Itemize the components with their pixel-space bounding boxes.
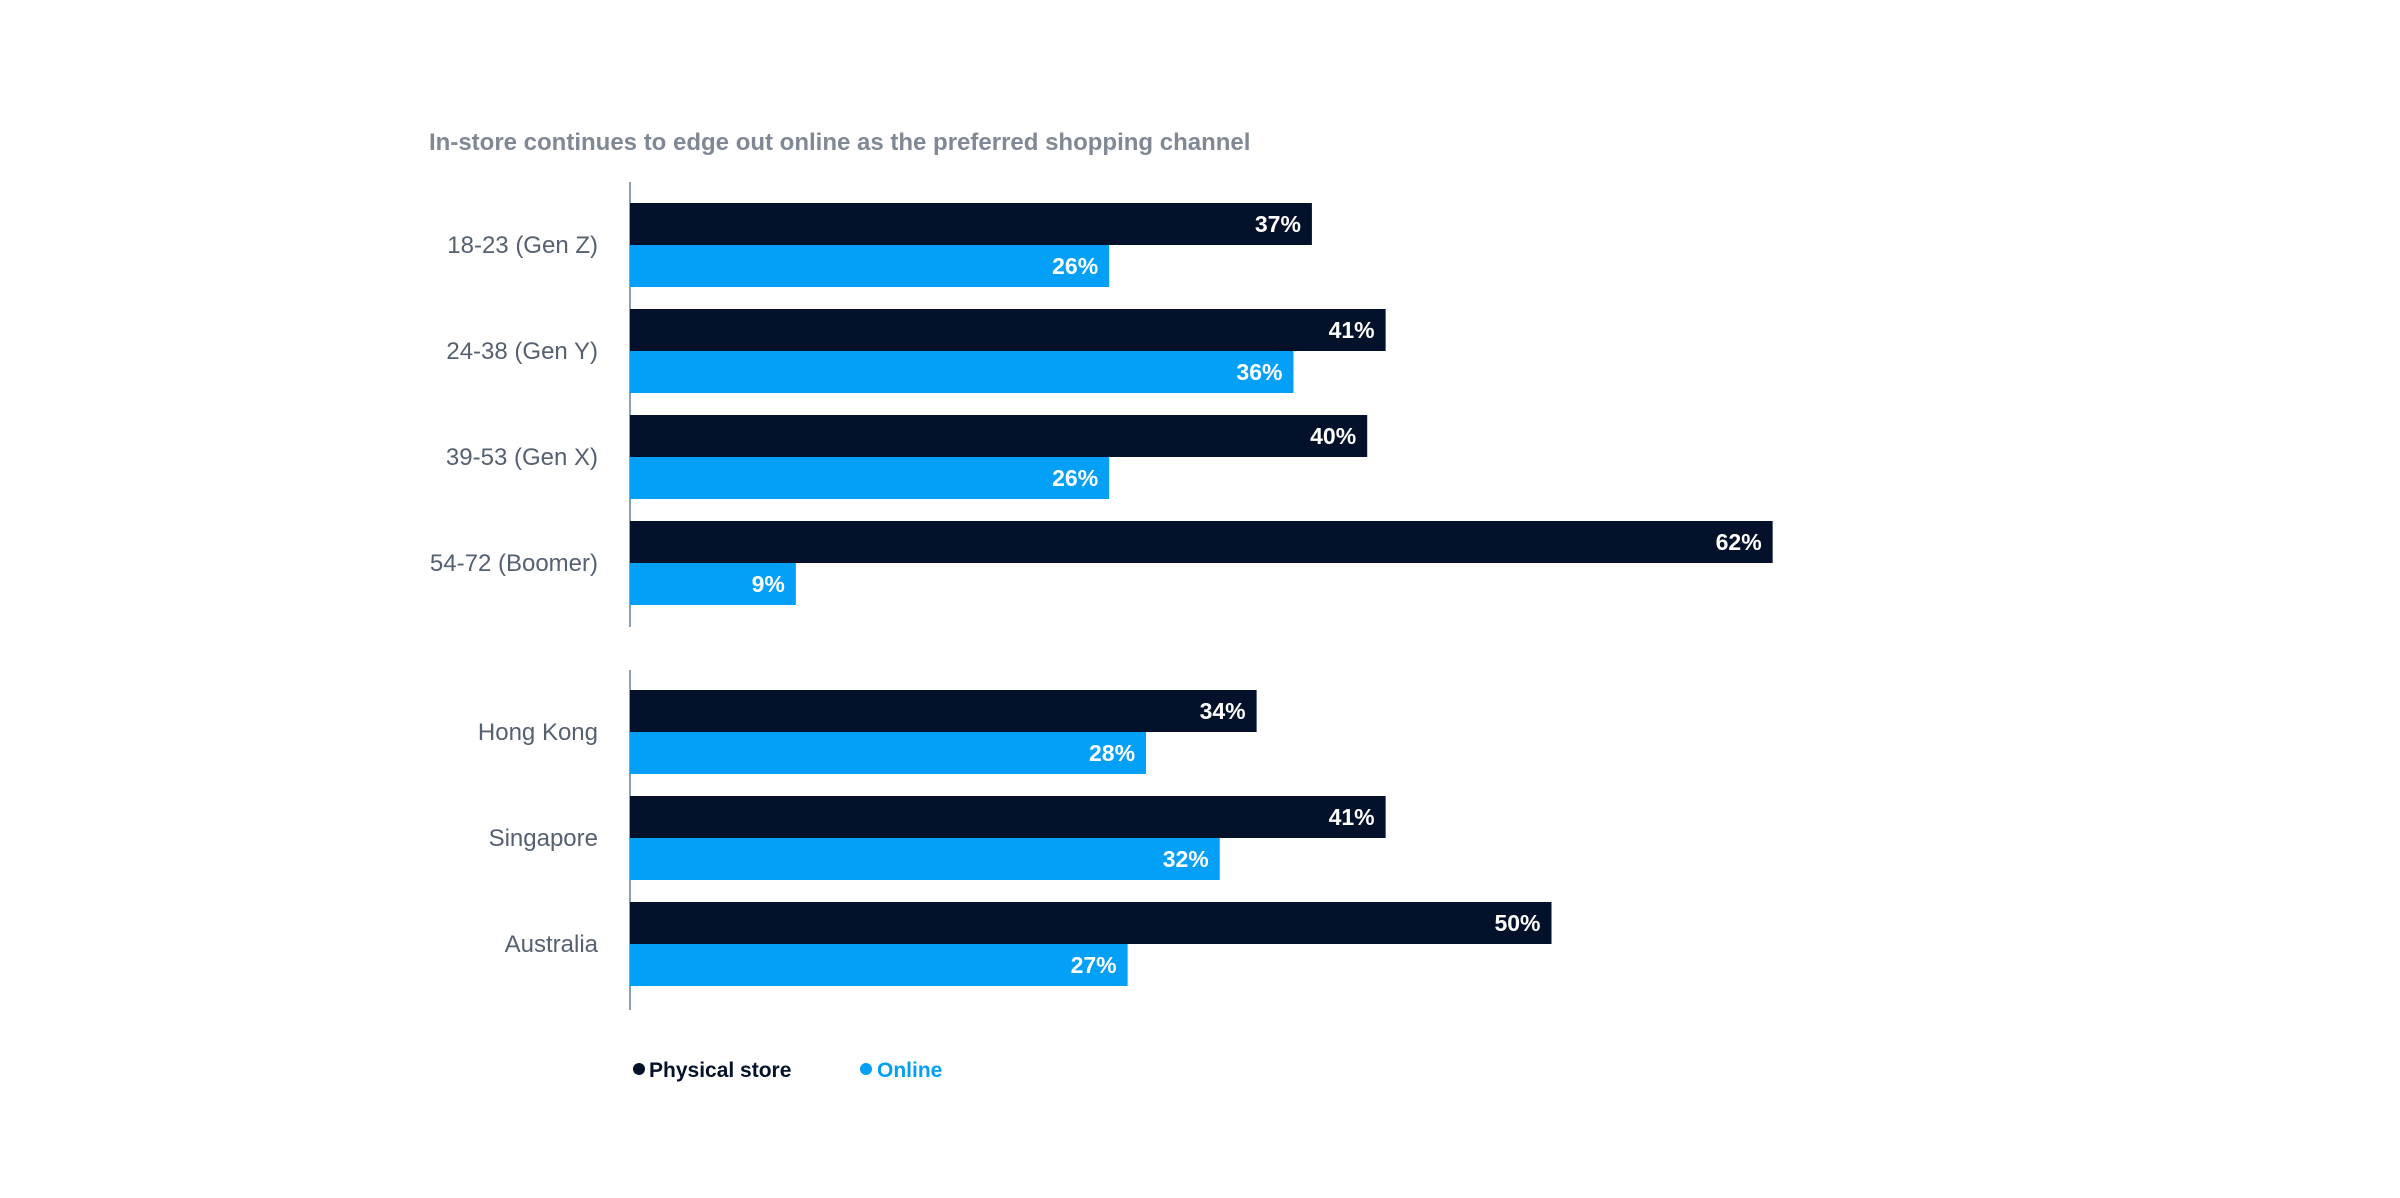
data-label: 28% xyxy=(1089,740,1135,766)
legend-physical-store-marker xyxy=(633,1063,645,1075)
data-label: 27% xyxy=(1071,952,1117,978)
bar-physical-store xyxy=(630,309,1386,351)
bar-physical-store xyxy=(630,415,1368,457)
data-label: 37% xyxy=(1255,211,1301,237)
data-label: 32% xyxy=(1163,846,1209,872)
data-label: 40% xyxy=(1310,423,1356,449)
data-label: 62% xyxy=(1716,529,1762,555)
bar-physical-store xyxy=(630,521,1773,563)
category-label: Singapore xyxy=(489,825,598,852)
bar-online xyxy=(630,944,1128,986)
data-label: 36% xyxy=(1236,359,1282,385)
category-label: 39-53 (Gen X) xyxy=(446,444,598,471)
category-label: 24-38 (Gen Y) xyxy=(446,338,598,365)
bar-online xyxy=(630,838,1220,880)
data-label: 50% xyxy=(1494,910,1540,936)
data-label: 34% xyxy=(1200,698,1246,724)
chart-title: In-store continues to edge out online as… xyxy=(429,129,1250,156)
bar-physical-store xyxy=(630,203,1312,245)
data-label: 26% xyxy=(1052,253,1098,279)
data-label: 41% xyxy=(1329,804,1375,830)
bar-physical-store xyxy=(630,690,1257,732)
bar-online xyxy=(630,457,1110,499)
category-label: Australia xyxy=(505,931,599,958)
bar-online xyxy=(630,563,796,605)
category-label: 18-23 (Gen Z) xyxy=(447,232,598,259)
bar-online xyxy=(630,245,1110,287)
legend-online-marker xyxy=(860,1063,872,1075)
bar-group-2: Hong Kong 34% 28% Singapore 41% 32% Australia 5… xyxy=(478,670,1552,1010)
legend-physical-store-label: Physical store xyxy=(649,1059,791,1082)
category-label: 54-72 (Boomer) xyxy=(430,550,598,577)
bar-physical-store xyxy=(630,902,1552,944)
data-label: 9% xyxy=(752,571,785,597)
bar-groups: 18-23 (Gen Z) 37% 26% 24-38 (Gen Y) 41% 36% 39… xyxy=(430,182,1773,1010)
data-label: 41% xyxy=(1329,317,1375,343)
bar-online xyxy=(630,732,1147,774)
legend: Physical store Online xyxy=(633,1059,942,1082)
legend-online-label: Online xyxy=(877,1059,942,1082)
bar-online xyxy=(630,351,1294,393)
category-label: Hong Kong xyxy=(478,719,598,746)
data-label: 26% xyxy=(1052,465,1098,491)
bar-group-1: 18-23 (Gen Z) 37% 26% 24-38 (Gen Y) 41% 36% 39… xyxy=(430,182,1773,627)
bar-physical-store xyxy=(630,796,1386,838)
